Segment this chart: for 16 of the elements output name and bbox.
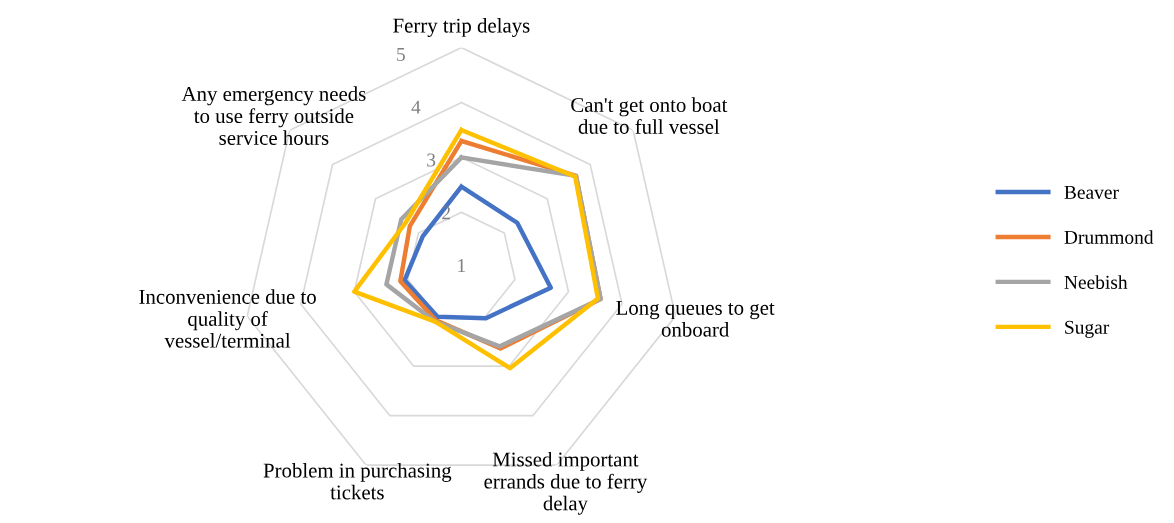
spoke-label: Long queues to get onboard [616, 301, 775, 337]
spoke-label: Inconvenience due to quality of vessel/terminal [139, 289, 316, 348]
legend-label: Drummond [1064, 230, 1154, 244]
spoke-label: Missed important errands due to ferry delay [484, 451, 648, 515]
y-tick-label: 5 [397, 48, 405, 61]
legend-label: Sugar [1065, 320, 1110, 338]
y-tick-label: 4 [411, 100, 421, 114]
y-tick-label: 2 [442, 206, 451, 220]
spoke-label: Ferry trip delays [393, 17, 530, 37]
legend-label: Neebish [1064, 275, 1128, 289]
y-tick-label: 3 [427, 153, 436, 167]
y-tick-label: 1 [458, 259, 466, 272]
legend-label: Beaver [1064, 186, 1119, 199]
spoke-label: Problem in purchasing tickets [263, 462, 452, 500]
spoke-label: Any emergency needs to use ferry outside service hours [181, 86, 366, 145]
spoke-label: Can't get onto boat due to full vessel [571, 97, 728, 134]
